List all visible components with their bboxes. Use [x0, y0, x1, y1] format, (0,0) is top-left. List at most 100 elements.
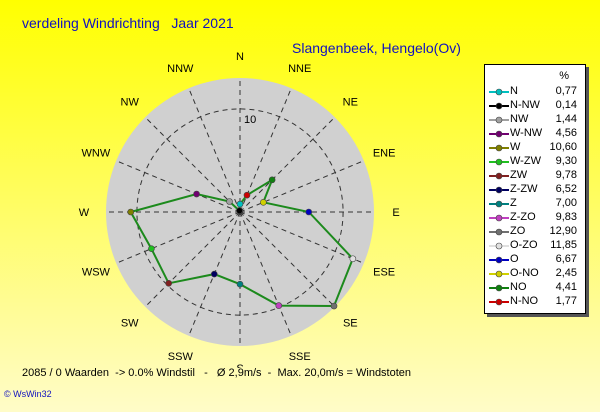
legend-marker-icon — [489, 256, 509, 264]
legend-item: ZO 12,90 — [485, 225, 585, 239]
direction-label-SW: SW — [121, 317, 139, 329]
series-markers — [127, 176, 357, 310]
data-point-NNW — [236, 207, 243, 214]
data-point-N — [236, 200, 244, 208]
legend-item: NW 1,44 — [485, 113, 585, 127]
direction-label-ESE: ESE — [373, 267, 395, 279]
legend-marker-icon — [489, 270, 509, 278]
footer-summary: 2085 / 0 Waarden -> 0.0% Windstil - Ø 2,… — [22, 367, 412, 379]
legend: % N 0,77 N-NW 0,14 NW 1,44 W-NW 4,56 W 10,60 W-ZW 9… — [484, 64, 586, 314]
spoke-NNE — [239, 88, 292, 213]
direction-label-NW: NW — [121, 97, 140, 109]
data-point-NE — [268, 176, 276, 184]
legend-item: W-ZW 9,30 — [485, 155, 585, 169]
legend-label: W-NW — [510, 127, 543, 139]
direction-label-SSW: SSW — [168, 351, 194, 363]
brand-label: © WsWin32 — [4, 389, 52, 399]
legend-item: W-NW 4,56 — [485, 127, 585, 141]
legend-header: % — [559, 70, 569, 82]
spoke-WNW — [116, 160, 241, 213]
direction-label-W: W — [79, 207, 90, 219]
legend-value: 1,44 — [555, 113, 577, 125]
data-point-ESE — [349, 255, 357, 263]
spoke-NE — [239, 116, 336, 213]
legend-label: ZW — [510, 169, 528, 181]
direction-label-E: E — [392, 207, 399, 219]
legend-value: 0,14 — [555, 99, 577, 111]
legend-value: 4,41 — [555, 281, 577, 293]
legend-marker-icon — [489, 200, 509, 208]
legend-label: ZO — [510, 225, 526, 237]
legend-value: 4,56 — [555, 127, 577, 139]
data-point-WNW — [193, 190, 200, 198]
legend-value: 12,90 — [549, 225, 577, 237]
legend-label: NO — [510, 281, 527, 293]
radial-tick-ring — [136, 108, 344, 316]
direction-labels: N NNE NE ENE E ESE SE SSE S SSW SW WSW W WNW NW NNW — [79, 51, 400, 368]
data-point-E — [305, 208, 313, 216]
legend-label: Z-ZW — [510, 183, 538, 195]
legend-value: 0,77 — [555, 85, 577, 97]
legend-marker-icon — [489, 298, 509, 306]
legend-label: N — [510, 85, 518, 97]
data-point-W — [127, 208, 135, 216]
direction-label-NE: NE — [343, 97, 358, 109]
legend-item: N-NO 1,77 — [485, 295, 585, 309]
legend-value: 6,67 — [555, 253, 577, 265]
legend-marker-icon — [489, 102, 509, 110]
legend-label: Z-ZO — [510, 211, 536, 223]
legend-label: N-NO — [510, 295, 539, 307]
legend-marker-icon — [489, 284, 509, 292]
direction-label-S: S — [236, 363, 243, 368]
legend-item: Z-ZO 9,83 — [485, 211, 585, 225]
legend-value: 7,00 — [555, 197, 577, 209]
spoke-ESE — [239, 211, 364, 264]
legend-item: Z-ZW 6,52 — [485, 183, 585, 197]
data-point-WSW — [148, 245, 155, 252]
chart-subtitle: Slangenbeek, Hengelo(Ov) — [292, 40, 461, 56]
legend-value: 11,85 — [550, 239, 577, 251]
legend-item: NO 4,41 — [485, 281, 585, 295]
legend-item: O-ZO 11,85 — [485, 239, 585, 253]
legend-label: Z — [510, 197, 517, 209]
legend-marker-icon — [489, 186, 509, 194]
data-point-SSW — [210, 270, 218, 278]
legend-marker-icon — [489, 172, 509, 180]
legend-label: O-NO — [510, 267, 539, 279]
direction-label-NNE: NNE — [288, 63, 311, 75]
legend-label: W — [510, 141, 521, 153]
legend-label: NW — [510, 113, 529, 125]
direction-label-ENE: ENE — [373, 147, 396, 159]
legend-value: 1,77 — [555, 295, 577, 307]
legend-label: W-ZW — [510, 155, 541, 167]
legend-label: O — [510, 253, 519, 265]
spoke-SW — [144, 211, 241, 308]
legend-value: 9,78 — [555, 169, 577, 181]
radial-tick-label: 10 — [244, 114, 256, 126]
legend-marker-icon — [489, 116, 509, 124]
direction-label-NNW: NNW — [167, 63, 194, 75]
data-point-NW — [226, 198, 233, 205]
spoke-NNW — [188, 88, 241, 213]
data-point-NNE — [243, 191, 251, 199]
legend-marker-icon — [489, 158, 509, 166]
legend-item: O 6,67 — [485, 253, 585, 267]
direction-label-WSW: WSW — [82, 267, 111, 279]
legend-value: 9,83 — [555, 211, 577, 223]
legend-value: 6,52 — [555, 183, 577, 195]
spoke-NW — [144, 116, 241, 213]
legend-marker-icon — [489, 228, 509, 236]
legend-item: ZW 9,78 — [485, 169, 585, 183]
legend-label: N-NW — [510, 99, 540, 111]
data-point-SE — [330, 302, 338, 310]
data-point-SSE — [275, 302, 283, 309]
spoke-WSW — [116, 211, 241, 264]
legend-marker-icon — [489, 130, 509, 138]
spoke-SSE — [239, 211, 292, 336]
data-point-SW — [165, 279, 173, 287]
wind-rose-chart: 10 N NNE NE ENE E ESE SE SSE S SSW SW WSW W WNW NW NNW — [79, 51, 400, 368]
spoke-SE — [239, 211, 336, 308]
data-point-ENE — [260, 199, 267, 206]
legend-item: O-NO 2,45 — [485, 267, 585, 281]
legend-marker-icon — [489, 242, 509, 250]
